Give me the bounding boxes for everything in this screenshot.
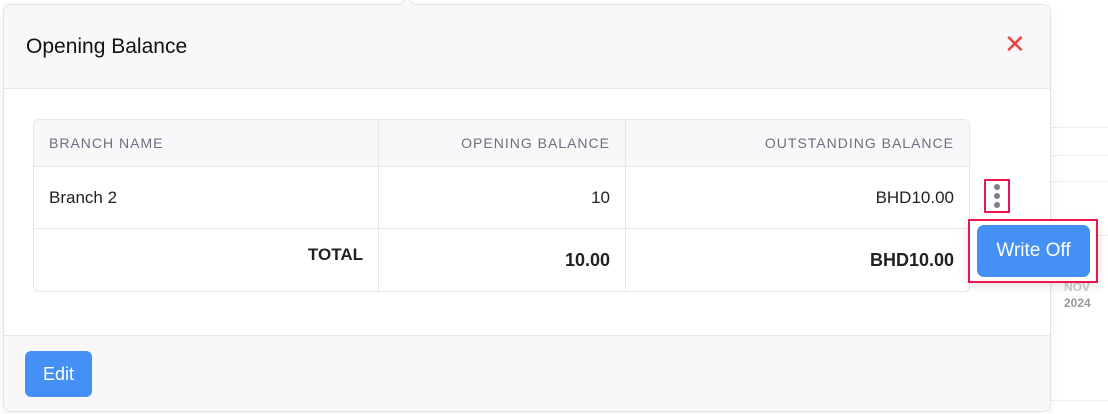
opening-balance-modal: Opening Balance ✕ BRANCH NAME OPENING BA…	[3, 0, 1098, 412]
row-action-menu: Write Off	[968, 219, 1098, 283]
total-opening: 10.00	[379, 229, 626, 291]
background-month: NOV	[1064, 280, 1091, 294]
background-divider	[1050, 181, 1108, 182]
header-branch-name: BRANCH NAME	[34, 120, 379, 166]
header-outstanding-balance: OUTSTANDING BALANCE	[764, 135, 954, 151]
background-year: 2024	[1064, 296, 1091, 310]
write-off-button[interactable]: Write Off	[977, 225, 1090, 277]
branch-name-cell: Branch 2	[34, 167, 379, 228]
table-header: BRANCH NAME OPENING BALANCE OUTSTANDING …	[34, 120, 969, 167]
opening-balance-cell: 10	[379, 167, 626, 228]
modal-footer: Edit	[4, 335, 1050, 411]
close-icon[interactable]: ✕	[1004, 29, 1026, 59]
table-row: Branch 2 10 BHD10.00	[34, 167, 969, 229]
outstanding-balance-cell: BHD10.00	[875, 187, 954, 207]
background-divider	[1050, 155, 1108, 156]
total-outstanding: BHD10.00	[869, 249, 954, 270]
balance-table: BRANCH NAME OPENING BALANCE OUTSTANDING …	[33, 119, 970, 292]
background-divider	[1050, 400, 1108, 401]
modal-header: Opening Balance ✕	[4, 5, 1050, 89]
more-vertical-icon[interactable]	[984, 179, 1010, 213]
total-row: TOTAL 10.00 BHD10.00	[34, 229, 969, 291]
header-opening-balance: OPENING BALANCE	[379, 120, 626, 166]
modal-title: Opening Balance	[26, 35, 188, 58]
edit-button[interactable]: Edit	[25, 351, 92, 397]
background-divider	[1050, 127, 1108, 128]
total-label: TOTAL	[34, 229, 379, 291]
